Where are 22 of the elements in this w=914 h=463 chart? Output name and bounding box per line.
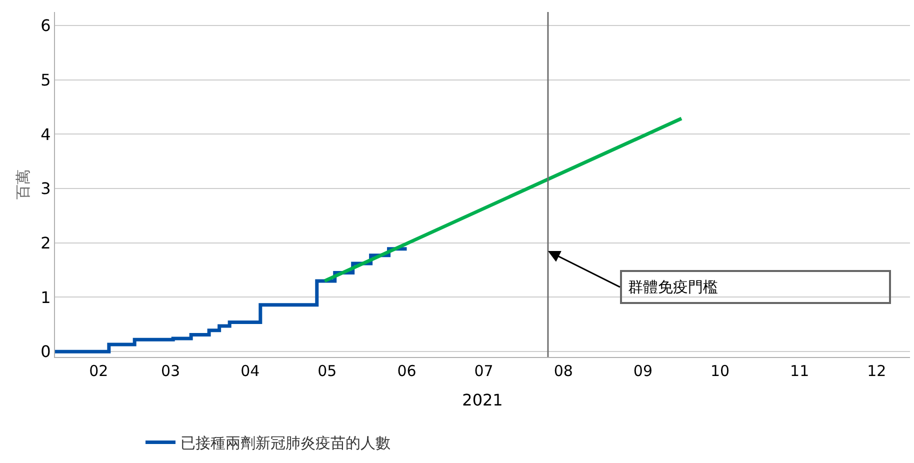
y-tick-label: 0 [40,342,51,362]
x-tick-label: 07 [474,362,494,380]
y-axis-title: 百萬 [14,170,32,200]
y-tick-label: 4 [40,124,51,144]
x-tick-label: 08 [554,362,573,380]
x-tick-label: 12 [867,362,886,380]
x-tick-label: 04 [240,362,260,380]
x-tick-label: 09 [633,362,653,380]
y-tick-label: 5 [40,70,51,90]
x-tick-label: 06 [397,362,416,380]
y-tick-label: 3 [40,179,51,198]
y-tick-label: 1 [40,288,51,307]
annotation: 群體免疫門檻 [628,278,718,296]
x-tick-label: 10 [710,362,730,380]
x-tick-label: 05 [318,362,337,380]
x-axis-title: 2021 [462,390,503,410]
legend-label: 已接種兩劑新冠肺炎疫苗的人數 [180,434,390,452]
y-tick-label: 2 [40,234,51,253]
x-tick-label: 03 [160,362,180,380]
x-tick-label: 02 [89,362,108,380]
y-tick-label: 6 [40,16,51,36]
x-tick-label: 11 [790,362,810,380]
